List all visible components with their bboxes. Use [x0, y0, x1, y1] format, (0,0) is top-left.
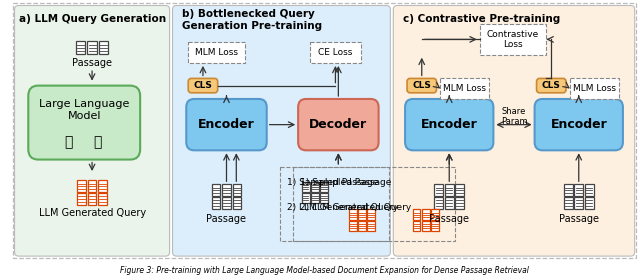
- FancyBboxPatch shape: [435, 197, 443, 209]
- FancyBboxPatch shape: [536, 78, 566, 93]
- FancyBboxPatch shape: [87, 41, 97, 54]
- FancyBboxPatch shape: [534, 99, 623, 150]
- FancyBboxPatch shape: [188, 78, 218, 93]
- Text: Large Language
Model: Large Language Model: [39, 100, 129, 121]
- FancyBboxPatch shape: [358, 221, 366, 231]
- Text: Encoder: Encoder: [421, 118, 477, 131]
- FancyBboxPatch shape: [77, 193, 86, 205]
- FancyBboxPatch shape: [455, 197, 464, 209]
- FancyBboxPatch shape: [367, 221, 375, 231]
- FancyBboxPatch shape: [212, 197, 220, 209]
- FancyBboxPatch shape: [574, 197, 583, 209]
- FancyBboxPatch shape: [445, 184, 454, 196]
- FancyBboxPatch shape: [435, 184, 443, 196]
- FancyBboxPatch shape: [445, 197, 454, 209]
- FancyBboxPatch shape: [431, 210, 439, 220]
- Text: Passage: Passage: [429, 214, 469, 224]
- Text: MLM Loss: MLM Loss: [573, 84, 616, 93]
- FancyBboxPatch shape: [311, 182, 319, 192]
- FancyBboxPatch shape: [28, 86, 140, 160]
- Text: b) Bottlenecked Query
Generation Pre-training: b) Bottlenecked Query Generation Pre-tra…: [182, 9, 323, 31]
- FancyBboxPatch shape: [358, 210, 366, 220]
- Text: Figure 3: Pre-training with Large Language Model-based Document Expansion for De: Figure 3: Pre-training with Large Langua…: [120, 266, 529, 275]
- FancyBboxPatch shape: [222, 197, 231, 209]
- FancyBboxPatch shape: [440, 78, 490, 99]
- Text: c) Contrastive Pre-training: c) Contrastive Pre-training: [403, 14, 561, 24]
- FancyBboxPatch shape: [479, 24, 547, 55]
- FancyBboxPatch shape: [349, 210, 356, 220]
- FancyBboxPatch shape: [15, 6, 170, 256]
- FancyBboxPatch shape: [413, 210, 420, 220]
- Text: Contrastive
Loss: Contrastive Loss: [487, 30, 539, 49]
- Text: Encoder: Encoder: [550, 118, 607, 131]
- FancyBboxPatch shape: [431, 221, 439, 231]
- FancyBboxPatch shape: [564, 184, 573, 196]
- FancyBboxPatch shape: [301, 193, 310, 203]
- FancyBboxPatch shape: [222, 184, 231, 196]
- FancyBboxPatch shape: [585, 197, 594, 209]
- FancyBboxPatch shape: [77, 180, 86, 192]
- FancyBboxPatch shape: [574, 184, 583, 196]
- FancyBboxPatch shape: [88, 193, 97, 205]
- Text: 1) Sampled Passage: 1) Sampled Passage: [287, 178, 379, 187]
- FancyBboxPatch shape: [99, 41, 108, 54]
- FancyBboxPatch shape: [310, 42, 361, 63]
- FancyBboxPatch shape: [320, 182, 328, 192]
- Text: Encoder: Encoder: [198, 118, 255, 131]
- Text: Passage: Passage: [72, 58, 112, 68]
- Text: 2) LLM Generated Query: 2) LLM Generated Query: [287, 203, 399, 212]
- FancyBboxPatch shape: [570, 78, 619, 99]
- FancyBboxPatch shape: [311, 193, 319, 203]
- Text: 🦙: 🦙: [65, 135, 73, 149]
- Text: CE Loss: CE Loss: [318, 48, 353, 57]
- Text: 2) LLM Generated Query: 2) LLM Generated Query: [300, 203, 412, 212]
- FancyBboxPatch shape: [173, 6, 390, 256]
- FancyBboxPatch shape: [232, 197, 241, 209]
- FancyBboxPatch shape: [407, 78, 436, 93]
- Text: Passage: Passage: [207, 214, 246, 224]
- FancyBboxPatch shape: [422, 210, 429, 220]
- FancyBboxPatch shape: [564, 197, 573, 209]
- FancyBboxPatch shape: [367, 210, 375, 220]
- FancyBboxPatch shape: [455, 184, 464, 196]
- Text: MLM Loss: MLM Loss: [195, 48, 238, 57]
- Text: LLM Generated Query: LLM Generated Query: [38, 208, 146, 218]
- Text: CLS: CLS: [542, 81, 561, 90]
- Text: 1) Sampled Passage: 1) Sampled Passage: [300, 178, 392, 187]
- FancyBboxPatch shape: [405, 99, 493, 150]
- FancyBboxPatch shape: [98, 180, 107, 192]
- Text: CLS: CLS: [193, 81, 212, 90]
- FancyBboxPatch shape: [320, 193, 328, 203]
- Text: CLS: CLS: [412, 81, 431, 90]
- FancyBboxPatch shape: [212, 184, 220, 196]
- FancyBboxPatch shape: [76, 41, 86, 54]
- FancyBboxPatch shape: [88, 180, 97, 192]
- FancyBboxPatch shape: [413, 221, 420, 231]
- FancyBboxPatch shape: [298, 99, 379, 150]
- Text: Share
Param: Share Param: [500, 107, 527, 126]
- FancyBboxPatch shape: [301, 182, 310, 192]
- FancyBboxPatch shape: [232, 184, 241, 196]
- FancyBboxPatch shape: [188, 42, 245, 63]
- Text: Decoder: Decoder: [309, 118, 367, 131]
- FancyBboxPatch shape: [422, 221, 429, 231]
- FancyBboxPatch shape: [98, 193, 107, 205]
- FancyBboxPatch shape: [186, 99, 267, 150]
- FancyBboxPatch shape: [394, 6, 635, 256]
- Text: Passage: Passage: [559, 214, 599, 224]
- FancyBboxPatch shape: [585, 184, 594, 196]
- Text: 🤖: 🤖: [94, 135, 102, 149]
- Text: a) LLM Query Generation: a) LLM Query Generation: [19, 14, 166, 24]
- FancyBboxPatch shape: [349, 221, 356, 231]
- Text: MLM Loss: MLM Loss: [444, 84, 486, 93]
